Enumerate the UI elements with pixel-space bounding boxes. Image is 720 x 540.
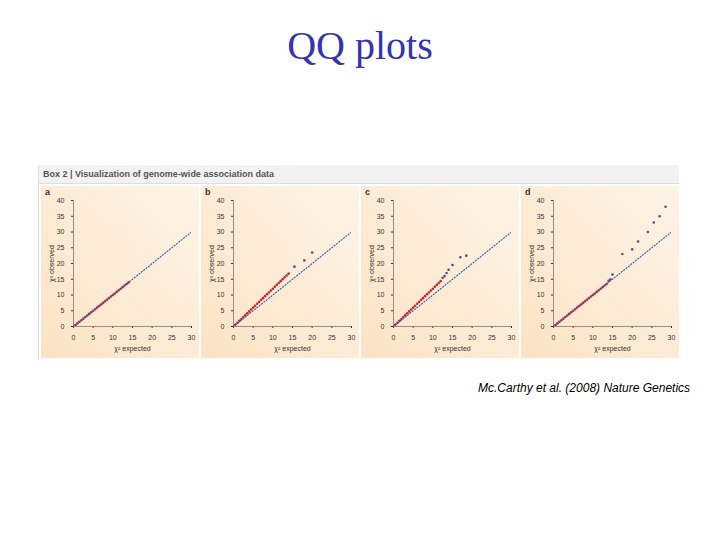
svg-text:20: 20 — [628, 334, 636, 341]
svg-text:35: 35 — [57, 212, 65, 219]
svg-text:15: 15 — [449, 334, 457, 341]
svg-text:10: 10 — [269, 334, 277, 341]
svg-text:20: 20 — [148, 334, 156, 341]
svg-text:10: 10 — [377, 291, 385, 298]
svg-text:15: 15 — [289, 334, 297, 341]
svg-text:25: 25 — [648, 334, 656, 341]
svg-text:10: 10 — [537, 291, 545, 298]
svg-text:10: 10 — [57, 291, 65, 298]
html-text:Box 2 | Visualization of genom: Box 2 | Visualization of genome-wide ass… — [43, 169, 274, 179]
svg-text:20: 20 — [468, 334, 476, 341]
svg-text:20: 20 — [217, 260, 225, 267]
svg-text:0: 0 — [541, 323, 545, 330]
svg-text:5: 5 — [91, 334, 95, 341]
html-text:Mc.Carthy et al. (2008) Nature: Mc.Carthy et al. (2008) Nature Genetics — [478, 381, 691, 395]
svg-text:χ² observed: χ² observed — [48, 245, 56, 282]
html-text:b: b — [205, 187, 211, 197]
svg-text:40: 40 — [537, 197, 545, 204]
svg-text:30: 30 — [668, 334, 676, 341]
svg-text:0: 0 — [61, 323, 65, 330]
svg-text:15: 15 — [129, 334, 137, 341]
svg-text:25: 25 — [57, 244, 65, 251]
svg-text:30: 30 — [348, 334, 356, 341]
svg-text:χ² expected: χ² expected — [274, 345, 310, 353]
svg-text:35: 35 — [537, 212, 545, 219]
svg-text:20: 20 — [377, 260, 385, 267]
svg-text:5: 5 — [61, 307, 65, 314]
svg-text:10: 10 — [429, 334, 437, 341]
svg-text:0: 0 — [232, 334, 236, 341]
svg-text:5: 5 — [541, 307, 545, 314]
html-text:c: c — [365, 187, 370, 197]
svg-text:30: 30 — [537, 228, 545, 235]
svg-text:χ² expected: χ² expected — [114, 345, 150, 353]
svg-text:20: 20 — [537, 260, 545, 267]
svg-text:10: 10 — [109, 334, 117, 341]
svg-text:30: 30 — [508, 334, 516, 341]
svg-text:40: 40 — [377, 197, 385, 204]
svg-text:15: 15 — [57, 275, 65, 282]
svg-text:30: 30 — [188, 334, 196, 341]
html-text:d: d — [525, 187, 531, 197]
svg-text:χ² observed: χ² observed — [528, 245, 536, 282]
svg-text:15: 15 — [377, 275, 385, 282]
svg-text:25: 25 — [328, 334, 336, 341]
svg-text:5: 5 — [381, 307, 385, 314]
svg-text:χ² expected: χ² expected — [434, 345, 470, 353]
svg-text:35: 35 — [377, 212, 385, 219]
svg-text:30: 30 — [377, 228, 385, 235]
svg-text:30: 30 — [57, 228, 65, 235]
svg-text:χ² observed: χ² observed — [368, 245, 376, 282]
svg-text:15: 15 — [537, 275, 545, 282]
svg-text:0: 0 — [381, 323, 385, 330]
svg-text:0: 0 — [221, 323, 225, 330]
svg-text:5: 5 — [411, 334, 415, 341]
svg-text:40: 40 — [57, 197, 65, 204]
svg-text:5: 5 — [221, 307, 225, 314]
svg-text:25: 25 — [217, 244, 225, 251]
html-text:a: a — [45, 187, 50, 197]
svg-text:40: 40 — [217, 197, 225, 204]
svg-text:0: 0 — [72, 334, 76, 341]
svg-text:15: 15 — [217, 275, 225, 282]
svg-text:0: 0 — [392, 334, 396, 341]
html-text:QQ plots: QQ plots — [287, 23, 433, 68]
svg-text:10: 10 — [217, 291, 225, 298]
svg-text:20: 20 — [57, 260, 65, 267]
svg-text:0: 0 — [552, 334, 556, 341]
svg-text:35: 35 — [217, 212, 225, 219]
svg-text:25: 25 — [537, 244, 545, 251]
svg-text:30: 30 — [217, 228, 225, 235]
svg-text:15: 15 — [609, 334, 617, 341]
svg-text:25: 25 — [168, 334, 176, 341]
svg-text:5: 5 — [571, 334, 575, 341]
svg-text:χ² observed: χ² observed — [208, 245, 216, 282]
svg-text:20: 20 — [308, 334, 316, 341]
svg-text:25: 25 — [488, 334, 496, 341]
svg-text:10: 10 — [589, 334, 597, 341]
svg-text:25: 25 — [377, 244, 385, 251]
svg-text:5: 5 — [251, 334, 255, 341]
svg-text:χ² expected: χ² expected — [594, 345, 630, 353]
